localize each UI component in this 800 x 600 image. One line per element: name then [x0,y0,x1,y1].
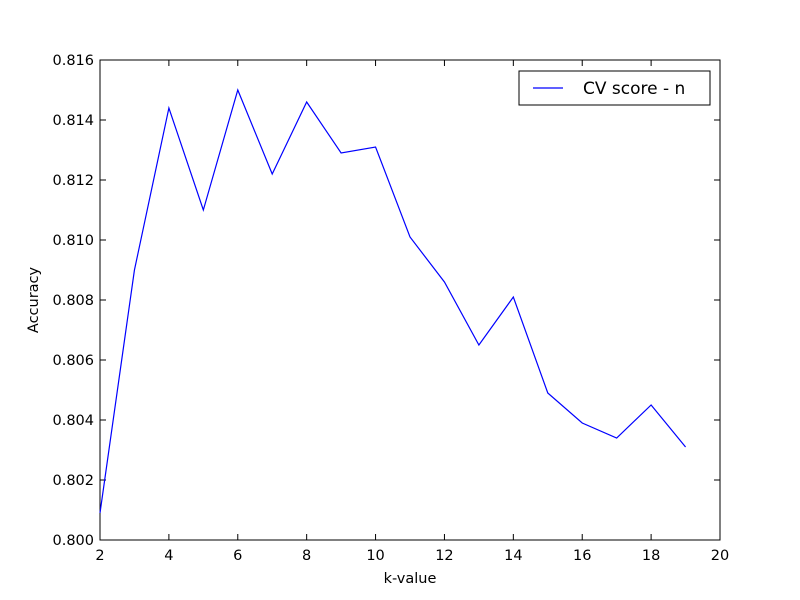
data-point [511,295,516,300]
y-tick-label: 0.800 [52,533,94,549]
data-point [98,511,103,516]
data-point [545,391,550,396]
x-tick-label: 12 [435,548,453,564]
data-point [201,208,206,213]
data-point [614,436,619,441]
plot-area: 2 4 6 8 10 12 14 16 18 20 0.800 0.802 0.804 0.806 0.80… [52,53,729,564]
y-tick-label: 0.812 [52,173,94,189]
data-point [580,421,585,426]
y-tick-label: 0.810 [52,233,94,249]
data-point [476,343,481,348]
y-tick-label: 0.806 [52,353,94,369]
data-point [373,145,378,150]
data-point [166,106,171,111]
y-tick-label: 0.814 [52,113,94,129]
data-point [132,268,137,273]
y-tick-label: 0.816 [52,53,94,69]
data-point [270,172,275,177]
y-tick-label: 0.804 [52,413,94,429]
data-point [649,403,654,408]
x-tick-label: 18 [642,548,660,564]
data-point [235,88,240,93]
x-tick-label: 14 [504,548,522,564]
x-tick-label: 10 [366,548,384,564]
y-tick-label: 0.802 [52,473,94,489]
plot-frame [99,59,721,541]
x-tick-label: 16 [573,548,591,564]
y-axis-title: Accuracy [26,266,42,333]
data-point [408,235,413,240]
data-point [442,280,447,285]
series-line [99,88,687,514]
x-tick-label: 2 [95,548,104,564]
data-point [304,100,309,105]
x-tick-label: 6 [233,548,242,564]
x-tick-label: 20 [711,548,729,564]
x-tick-label: 4 [164,548,173,564]
x-axis-title: k-value [384,571,437,587]
data-point [683,445,688,450]
x-tick-label: 8 [302,548,311,564]
legend-label: CV score - n [583,79,685,99]
data-point [339,151,344,156]
y-tick-label: 0.808 [52,293,94,309]
